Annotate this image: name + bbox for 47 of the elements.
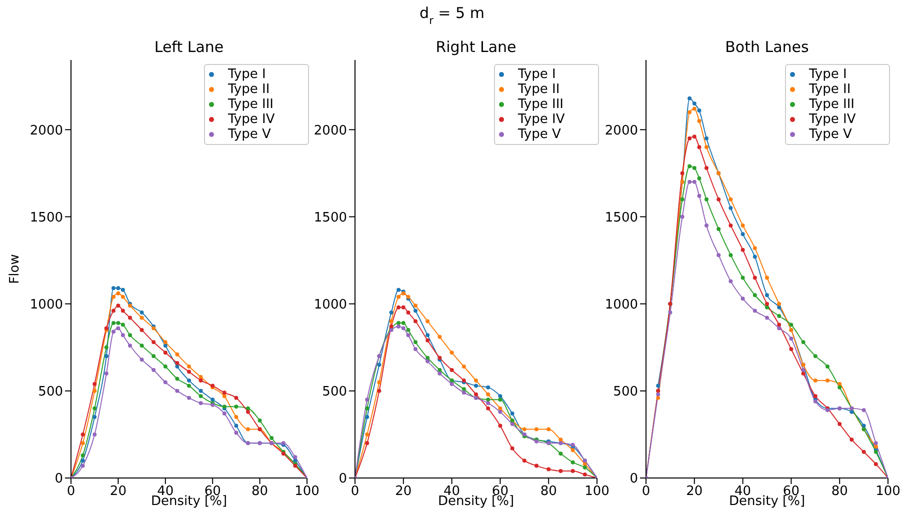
x-tick-label: 80 bbox=[252, 484, 268, 500]
x-tick-label: 100 bbox=[294, 484, 320, 500]
x-tick-label: 100 bbox=[876, 484, 900, 500]
y-tick-label: 0 bbox=[54, 472, 63, 487]
y-tick-label: 500 bbox=[613, 384, 638, 400]
x-tick-label: 20 bbox=[110, 484, 126, 500]
x-tick-label: 80 bbox=[831, 484, 848, 500]
y-axis-title: Flow bbox=[8, 254, 23, 284]
y-tick-label: 0 bbox=[630, 472, 638, 487]
x-tick-label: 0 bbox=[350, 484, 360, 500]
x-tick-label: 20 bbox=[686, 484, 703, 500]
x-tick-label: 100 bbox=[584, 484, 610, 500]
y-tick-label: 0 bbox=[338, 472, 347, 487]
legend-label: Type II bbox=[518, 82, 560, 97]
y-tick-label: 1000 bbox=[30, 297, 63, 312]
x-tick-label: 0 bbox=[66, 484, 76, 500]
y-tick-label: 1000 bbox=[604, 297, 638, 312]
chart-title: Right Lane bbox=[436, 38, 516, 56]
chart-title: Left Lane bbox=[154, 38, 224, 56]
y-tick-label: 1000 bbox=[314, 297, 347, 312]
legend-label: Type III bbox=[809, 97, 854, 112]
legend-label: Type I bbox=[518, 67, 556, 82]
legend-label: Type IV bbox=[228, 112, 275, 127]
y-tick-label: 2000 bbox=[30, 123, 63, 138]
legend-label: Type V bbox=[809, 127, 852, 142]
legend-label: Type II bbox=[228, 82, 270, 97]
legend-label: Type IV bbox=[809, 112, 856, 127]
legend-label: Type III bbox=[518, 97, 564, 112]
legend-label: Type V bbox=[518, 127, 561, 142]
y-tick-label: 500 bbox=[322, 384, 347, 400]
y-tick-label: 1500 bbox=[30, 210, 63, 226]
x-tick-label: 20 bbox=[395, 484, 412, 500]
legend-label: Type V bbox=[228, 127, 271, 142]
y-tick-label: 1500 bbox=[604, 210, 638, 226]
legend-label: Type II bbox=[809, 82, 851, 97]
legend-label: Type III bbox=[228, 97, 274, 112]
legend-label: Type I bbox=[809, 67, 847, 82]
text: d$_{r}$ = 5 m bbox=[420, 4, 484, 27]
legend-label: Type IV bbox=[518, 112, 565, 127]
y-tick-label: 2000 bbox=[604, 123, 638, 138]
x-tick-label: 80 bbox=[540, 484, 557, 500]
y-tick-label: 2000 bbox=[314, 123, 347, 138]
legend-label: Type I bbox=[228, 67, 266, 82]
y-tick-label: 1500 bbox=[314, 210, 347, 226]
y-tick-label: 500 bbox=[38, 384, 63, 400]
x-tick-label: 0 bbox=[642, 484, 650, 500]
chart-title: Both Lanes bbox=[725, 38, 810, 56]
